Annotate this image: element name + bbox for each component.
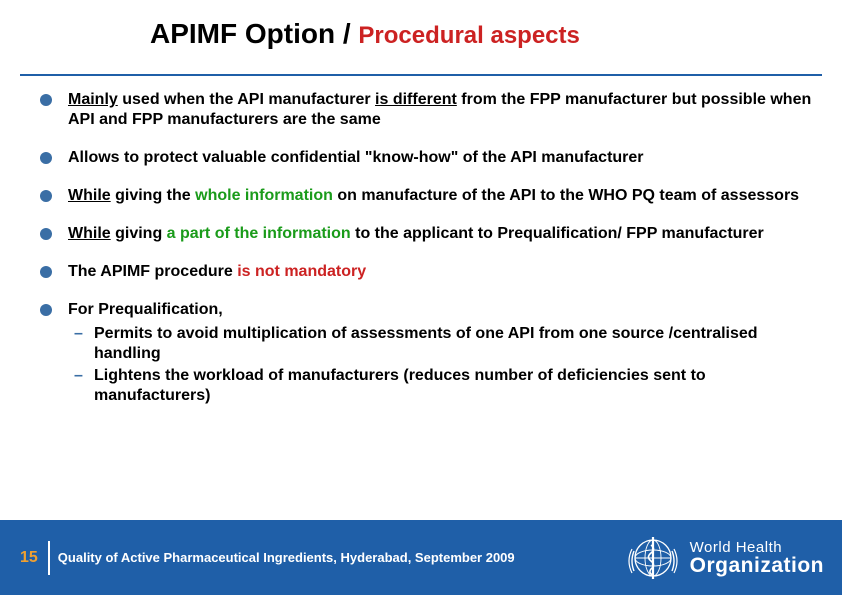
bullet-item: For Prequalification, Permits to avoid mu… xyxy=(40,300,812,406)
sub-bullet-item: Permits to avoid multiplication of asses… xyxy=(68,324,812,364)
text-segment: is not mandatory xyxy=(237,263,366,280)
text-segment: is different xyxy=(375,91,457,108)
slide-footer: 15 Quality of Active Pharmaceutical Ingr… xyxy=(0,520,842,595)
who-emblem-icon xyxy=(626,531,680,585)
slide-body: Mainly used when the API manufacturer is… xyxy=(0,76,842,406)
footer-separator xyxy=(48,541,50,575)
logo-line1: World Health xyxy=(690,540,824,555)
text-segment: a part of the information xyxy=(167,225,351,242)
bullet-item: Allows to protect valuable confidential … xyxy=(40,148,812,168)
sub-bullet-item: Lightens the workload of manufacturers (… xyxy=(68,366,812,406)
bullet-item: While giving a part of the information t… xyxy=(40,224,812,244)
bullet-item: Mainly used when the API manufacturer is… xyxy=(40,90,812,130)
slide-title-area: APIMF Option / Procedural aspects xyxy=(0,0,842,60)
text-segment: whole information xyxy=(195,187,333,204)
text-segment: to the applicant to Prequalification/ FP… xyxy=(351,225,764,242)
text-segment: The APIMF procedure xyxy=(68,263,237,280)
text-segment: on manufacture of the API to the WHO PQ … xyxy=(333,187,799,204)
logo-line2: Organization xyxy=(690,555,824,576)
bullet-list: Mainly used when the API manufacturer is… xyxy=(40,90,812,406)
sub-bullet-list: Permits to avoid multiplication of asses… xyxy=(68,324,812,406)
title-slash: / xyxy=(335,18,358,49)
text-segment: Mainly xyxy=(68,91,118,108)
text-segment: giving the xyxy=(111,187,195,204)
text-segment: Allows to protect valuable confidential … xyxy=(68,149,644,166)
footer-text: Quality of Active Pharmaceutical Ingredi… xyxy=(58,550,515,566)
who-logo: World Health Organization xyxy=(626,531,824,585)
text-segment: used when the API manufacturer xyxy=(118,91,375,108)
bullet-item: While giving the whole information on ma… xyxy=(40,186,812,206)
who-logo-text: World Health Organization xyxy=(690,540,824,576)
title-part2: Procedural aspects xyxy=(358,22,579,49)
slide-title: APIMF Option / Procedural aspects xyxy=(150,18,842,50)
title-part1: APIMF Option xyxy=(150,18,335,49)
text-segment: While xyxy=(68,187,111,204)
text-segment: While xyxy=(68,225,111,242)
text-segment: For Prequalification, xyxy=(68,301,223,318)
text-segment: Permits to avoid multiplication of asses… xyxy=(94,325,758,362)
bullet-item: The APIMF procedure is not mandatory xyxy=(40,262,812,282)
text-segment: giving xyxy=(111,225,167,242)
text-segment: Lightens the workload of manufacturers (… xyxy=(94,367,706,404)
page-number: 15 xyxy=(0,549,44,567)
